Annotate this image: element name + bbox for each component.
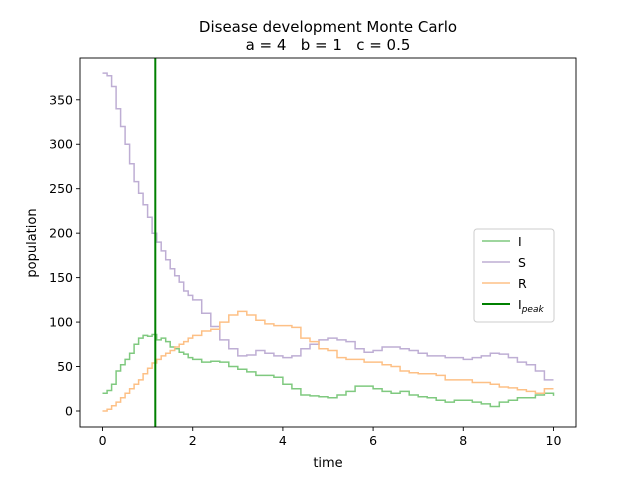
series-line-s <box>102 72 554 381</box>
x-tick-label: 10 <box>546 433 562 448</box>
legend-label-s: S <box>518 255 526 270</box>
legend-label-r: R <box>518 276 527 291</box>
legend-label-peak-main: I <box>518 297 522 312</box>
legend-label-peak: Ipeak <box>518 297 544 315</box>
chart-subtitle: a = 4 b = 1 c = 0.5 <box>246 36 411 54</box>
y-tick-label: 300 <box>49 137 73 152</box>
legend-label-i: I <box>518 234 522 249</box>
legend-box <box>473 228 555 323</box>
series-line-i <box>102 333 555 408</box>
x-tick-label: 2 <box>189 433 197 448</box>
y-axis-label: population <box>25 208 40 277</box>
x-axis-label: time <box>313 456 342 471</box>
y-tick-label: 250 <box>49 181 73 196</box>
y-tick-label: 0 <box>65 403 73 418</box>
y-tick-label: 350 <box>49 92 73 107</box>
y-tick-label: 50 <box>57 359 73 374</box>
plot-frame <box>79 57 577 428</box>
chart-title: Disease development Monte Carlo <box>199 18 457 36</box>
legend: I S R Ipeak <box>473 228 555 323</box>
legend-label-peak-sub: peak <box>521 305 545 315</box>
series-line-r <box>102 310 554 412</box>
x-tick-label: 4 <box>279 433 287 448</box>
x-tick-label: 6 <box>369 433 377 448</box>
series-layer <box>102 72 555 412</box>
y-tick-label: 200 <box>49 226 73 241</box>
y-tick-label: 150 <box>49 270 73 285</box>
x-tick-label: 8 <box>459 433 467 448</box>
x-tick-label: 0 <box>99 433 107 448</box>
y-tick-label: 100 <box>49 315 73 330</box>
